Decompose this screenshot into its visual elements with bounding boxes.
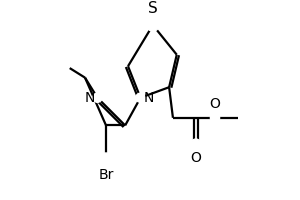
Text: S: S (148, 1, 158, 16)
Text: N: N (84, 91, 94, 105)
Circle shape (191, 139, 200, 148)
Circle shape (93, 93, 102, 102)
Text: N: N (143, 91, 154, 105)
Circle shape (147, 19, 159, 31)
Text: Br: Br (98, 168, 114, 182)
Circle shape (136, 93, 145, 102)
Text: O: O (210, 97, 220, 111)
Text: O: O (190, 151, 201, 165)
Circle shape (210, 113, 220, 122)
Circle shape (99, 153, 113, 167)
